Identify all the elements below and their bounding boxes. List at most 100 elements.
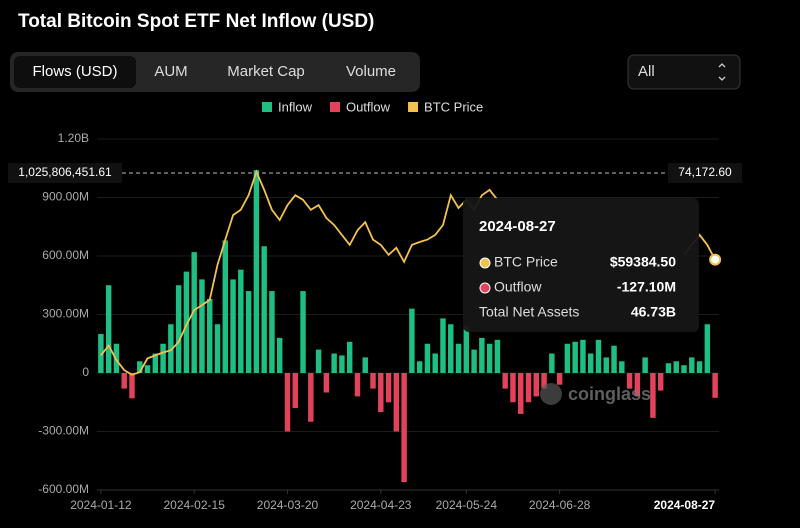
bar xyxy=(323,373,330,393)
bar xyxy=(533,373,540,397)
y-tick-label: -600.00M xyxy=(38,482,89,496)
bar xyxy=(168,324,174,373)
bar xyxy=(463,326,470,373)
bar xyxy=(704,324,711,373)
select-value[interactable]: All xyxy=(638,63,655,80)
bar xyxy=(494,339,501,373)
tooltip-value: -127.10M xyxy=(617,279,676,295)
tooltip-dot xyxy=(479,282,491,294)
bar xyxy=(238,269,244,373)
bar xyxy=(432,353,438,373)
bar xyxy=(549,353,555,373)
bar xyxy=(245,291,252,373)
y-tick-label: 300.00M xyxy=(42,307,89,321)
title: Total Bitcoin Spot ETF Net Inflow (USD) xyxy=(18,11,374,32)
bar xyxy=(409,308,415,373)
tooltip-name: Outflow xyxy=(494,279,542,295)
chart: Inflow Outflow BTC Price -600.00M -300.00M 0 3… xyxy=(8,99,742,512)
tooltip-title: 2024-08-27 xyxy=(479,218,556,235)
y-tick-label: 0 xyxy=(82,365,89,379)
bar xyxy=(564,343,571,373)
bar xyxy=(144,365,151,373)
bar xyxy=(393,373,400,432)
bar xyxy=(580,339,586,373)
watermark-logo xyxy=(540,383,562,405)
bar xyxy=(518,373,524,414)
bar xyxy=(137,361,143,373)
bar xyxy=(424,343,431,373)
bar xyxy=(105,285,112,373)
bar xyxy=(486,343,493,373)
tab[interactable]: AUM xyxy=(154,63,187,80)
bar xyxy=(207,298,213,373)
x-tick-label: 2024-01-12 xyxy=(70,498,132,512)
bar xyxy=(183,271,190,373)
bar xyxy=(587,353,594,373)
bar xyxy=(230,279,236,373)
bar xyxy=(300,291,306,373)
select-arrow xyxy=(718,63,726,81)
tooltip xyxy=(463,198,699,332)
bar xyxy=(440,318,446,373)
bar xyxy=(416,361,423,373)
x-tick-label: 2024-06-28 xyxy=(529,498,591,512)
crosshair-label: 1,025,806,451.61 xyxy=(18,165,112,179)
bar xyxy=(160,343,166,373)
bar xyxy=(634,373,641,397)
bar xyxy=(378,373,384,412)
bar xyxy=(572,341,578,373)
select[interactable] xyxy=(627,54,741,90)
legend-label: BTC Price xyxy=(424,99,483,114)
bar xyxy=(276,337,283,373)
bar xyxy=(650,373,656,418)
crosshair-label: 74,172.60 xyxy=(678,165,732,179)
bar xyxy=(152,353,159,373)
x-tick-label: 2024-04-23 xyxy=(350,498,412,512)
bar xyxy=(269,291,275,373)
tooltip-name: BTC Price xyxy=(494,254,558,270)
bar xyxy=(455,343,462,373)
bar xyxy=(502,373,508,389)
bar xyxy=(611,345,617,373)
bar xyxy=(603,357,609,373)
tooltip-value: $59384.50 xyxy=(610,254,676,270)
bar xyxy=(385,373,392,403)
bar xyxy=(98,334,104,373)
bar xyxy=(308,373,314,422)
active-tab[interactable] xyxy=(14,56,136,88)
tab[interactable]: Volume xyxy=(346,63,396,80)
x-tick-label: 2024-08-27 xyxy=(654,498,716,512)
x-tick-label: 2024-05-24 xyxy=(436,498,498,512)
y-tick-label: -300.00M xyxy=(38,424,89,438)
bar xyxy=(261,246,267,373)
legend-swatch xyxy=(329,102,340,112)
bar xyxy=(712,373,718,398)
bar xyxy=(657,373,664,391)
crosshair-label-box xyxy=(668,162,742,183)
bar xyxy=(479,337,485,373)
bar xyxy=(448,324,454,373)
tooltip-value: 46.73B xyxy=(631,304,676,320)
bar xyxy=(681,365,687,373)
tooltip-name: Total Net Assets xyxy=(479,304,579,320)
bar xyxy=(121,373,127,389)
y-tick-label: 600.00M xyxy=(42,248,89,262)
watermark: coinglass xyxy=(568,384,651,404)
bar xyxy=(673,361,679,373)
tab[interactable]: Market Cap xyxy=(227,63,305,80)
bar xyxy=(339,355,345,373)
tab[interactable]: Flows (USD) xyxy=(33,63,118,80)
bar xyxy=(354,373,361,397)
bar xyxy=(199,279,205,373)
legend-swatch xyxy=(408,102,419,112)
legend-label: Inflow xyxy=(278,99,313,114)
bar xyxy=(510,373,516,403)
bar xyxy=(362,357,368,373)
legend-swatch xyxy=(262,102,272,112)
bar xyxy=(556,373,563,385)
y-tick-label: 900.00M xyxy=(42,190,89,204)
bar xyxy=(315,349,322,373)
bar xyxy=(284,373,291,432)
bar xyxy=(471,349,477,373)
